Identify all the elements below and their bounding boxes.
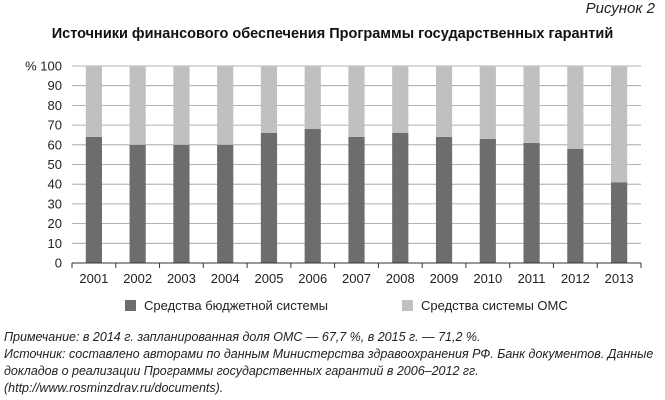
legend-swatch — [402, 300, 413, 311]
bar-layer — [85, 66, 628, 263]
y-tick-label: 10 — [48, 236, 62, 251]
x-tick-label: 2004 — [211, 271, 240, 286]
bar-segment-budget — [85, 136, 102, 263]
bar-segment-oms — [348, 66, 365, 137]
chart-notes: Примечание: в 2014 г. запланированная до… — [4, 329, 662, 397]
x-tick-label: 2005 — [255, 271, 284, 286]
legend-label: Средства бюджетной системы — [144, 298, 328, 313]
bar-segment-budget — [129, 144, 146, 263]
bar-segment-budget — [479, 138, 496, 263]
bar-segment-budget — [304, 129, 321, 263]
x-tick-label: 2008 — [386, 271, 415, 286]
y-tick-label: 70 — [48, 118, 62, 133]
source-text: Источник: составлено авторами по данным … — [4, 347, 654, 395]
y-tick-label: % 100 — [25, 59, 62, 74]
x-tick-label: 2003 — [167, 271, 196, 286]
bar-segment-budget — [523, 142, 540, 263]
x-tick-label: 2001 — [79, 271, 108, 286]
bar-segment-oms — [523, 66, 540, 143]
bar-segment-budget — [392, 132, 409, 263]
bar-segment-oms — [567, 66, 584, 149]
x-tick-label: 2011 — [518, 271, 546, 286]
legend: Средства бюджетной системы Средства систе… — [125, 298, 568, 313]
legend-swatch — [125, 300, 136, 311]
bar-segment-oms — [85, 66, 102, 137]
x-tick-label: 2013 — [605, 271, 634, 286]
bar-segment-budget — [260, 132, 278, 263]
y-tick-label: 30 — [48, 196, 62, 211]
axis-layer: 0 10 20 30 40 50 60 70 80 90 % 100 2001 2002 2003 2004… — [25, 59, 642, 286]
x-tick-label: 2012 — [561, 271, 590, 286]
bar-segment-oms — [479, 66, 496, 139]
note-text: Примечание: в 2014 г. запланированная до… — [4, 330, 481, 344]
y-tick-label: 0 — [55, 256, 62, 271]
y-tick-label: 20 — [48, 216, 62, 231]
stacked-bar-chart: 0 10 20 30 40 50 60 70 80 90 % 100 2001 2002 2003 2004… — [25, 59, 642, 313]
x-tick-label: 2007 — [342, 271, 371, 286]
bar-segment-budget — [435, 136, 453, 263]
x-tick-label: 2010 — [473, 271, 502, 286]
x-tick-label: 2009 — [430, 271, 459, 286]
x-tick-label: 2006 — [298, 271, 327, 286]
bar-segment-budget — [217, 144, 234, 263]
bar-segment-budget — [173, 144, 190, 263]
bar-segment-oms — [260, 66, 278, 133]
y-tick-label: 50 — [48, 157, 62, 172]
bar-segment-budget — [611, 182, 628, 263]
bar-segment-oms — [304, 66, 321, 130]
bar-segment-budget — [567, 148, 584, 263]
y-tick-label: 80 — [48, 98, 62, 113]
bar-segment-oms — [392, 66, 409, 133]
bar-segment-oms — [217, 66, 234, 145]
x-tick-label: 2002 — [123, 271, 152, 286]
bar-segment-oms — [435, 66, 453, 137]
bar-segment-oms — [173, 66, 190, 145]
bar-segment-oms — [611, 66, 628, 183]
figure-label: Рисунок 2 — [585, 0, 655, 17]
y-tick-label: 40 — [48, 177, 62, 192]
legend-label: Средства системы ОМС — [421, 298, 568, 313]
bar-segment-oms — [129, 66, 146, 145]
bar-segment-budget — [348, 136, 365, 263]
y-tick-label: 60 — [48, 137, 62, 152]
chart-title: Источники финансового обеспечения Програ… — [51, 26, 614, 42]
y-tick-label: 90 — [48, 78, 62, 93]
